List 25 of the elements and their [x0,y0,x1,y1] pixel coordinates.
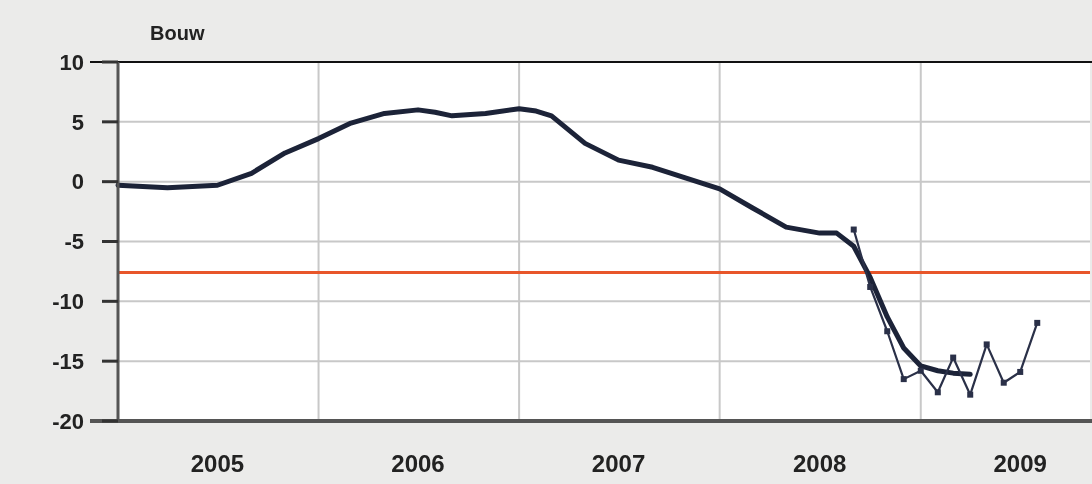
point [950,354,957,361]
point [867,283,874,290]
point [1034,319,1041,326]
point [850,226,857,233]
y-tick-label: 5 [71,109,84,135]
point [917,367,924,374]
x-tick-label: 2009 [993,450,1047,477]
y-tick-label: 10 [59,49,84,75]
y-tick-label: -20 [52,408,84,434]
x-tick-label: 2007 [591,450,646,477]
x-tick-label: 2006 [391,450,445,477]
x-tick-label: 2008 [792,450,847,477]
x-tick-label: 2005 [190,450,245,477]
point [900,376,907,383]
point [1017,368,1024,375]
y-tick-label: -5 [64,229,84,255]
y-tick-label: -15 [52,348,84,374]
point [884,328,891,335]
y-tick-label: -10 [52,289,84,315]
point [983,341,990,348]
point [967,391,974,398]
y-tick-label: 0 [71,169,84,195]
point [1000,379,1007,386]
point [934,389,941,396]
chart-title: Bouw [150,22,205,44]
